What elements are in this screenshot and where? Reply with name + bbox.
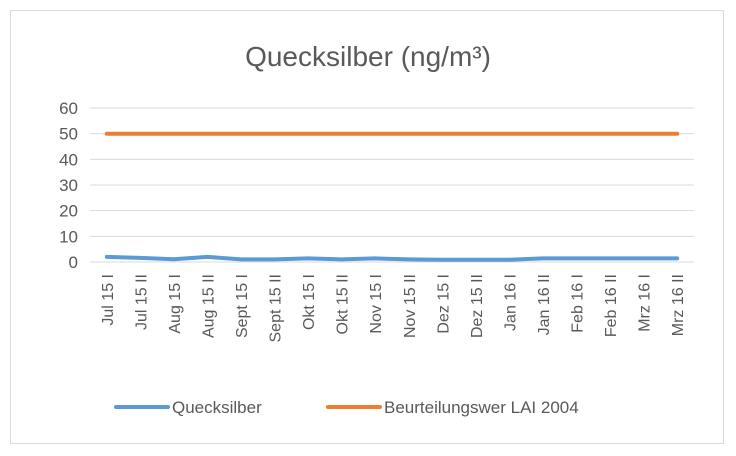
y-tick-label: 20	[59, 202, 78, 221]
y-tick-label: 50	[59, 125, 78, 144]
x-tick-label: Sept 15 II	[268, 274, 285, 343]
x-tick-label: Feb 16 II	[603, 274, 620, 337]
x-tick-label: Okt 15 II	[335, 274, 352, 334]
y-tick-label: 40	[59, 150, 78, 169]
legend-label: Beurteilungswer LAI 2004	[384, 398, 579, 417]
y-tick-label: 60	[59, 99, 78, 118]
chart-frame	[10, 10, 724, 444]
x-tick-label: Nov 15 I	[368, 274, 385, 334]
y-tick-label: 10	[59, 227, 78, 246]
series-line-0	[104, 254, 680, 262]
x-tick-label: Okt 15 I	[301, 274, 318, 330]
x-tick-label: Aug 15 I	[167, 274, 184, 334]
x-tick-label: Dez 15 I	[435, 274, 452, 334]
legend-label: Quecksilber	[172, 398, 262, 417]
y-axis-ticks: 0 10 20 30 40 50 60	[59, 99, 78, 272]
x-axis-ticks: Jul 15 I Jul 15 II Aug 15 I Aug 15 II Sept 1…	[100, 274, 687, 343]
x-tick-label: Dez 15 II	[469, 274, 486, 338]
x-tick-label: Jan 16 II	[536, 274, 553, 335]
x-tick-label: Aug 15 II	[200, 274, 217, 338]
x-tick-label: Mrz 16 II	[670, 274, 687, 336]
x-tick-label: Jul 15 II	[133, 274, 150, 330]
x-tick-label: Sept 15 I	[234, 274, 251, 338]
chart-title: Quecksilber (ng/m³)	[245, 41, 491, 72]
x-tick-label: Jan 16 I	[502, 274, 519, 331]
x-tick-label: Feb 16 I	[570, 274, 587, 333]
x-tick-label: Nov 15 II	[402, 274, 419, 338]
y-tick-label: 0	[69, 253, 78, 272]
x-tick-label: Mrz 16 I	[637, 274, 654, 332]
gridlines	[90, 107, 694, 263]
series-lines	[104, 131, 680, 262]
x-tick-label: Jul 15 I	[100, 274, 117, 326]
y-tick-label: 30	[59, 176, 78, 195]
legend: Quecksilber Beurteilungswer LAI 2004	[114, 398, 579, 417]
